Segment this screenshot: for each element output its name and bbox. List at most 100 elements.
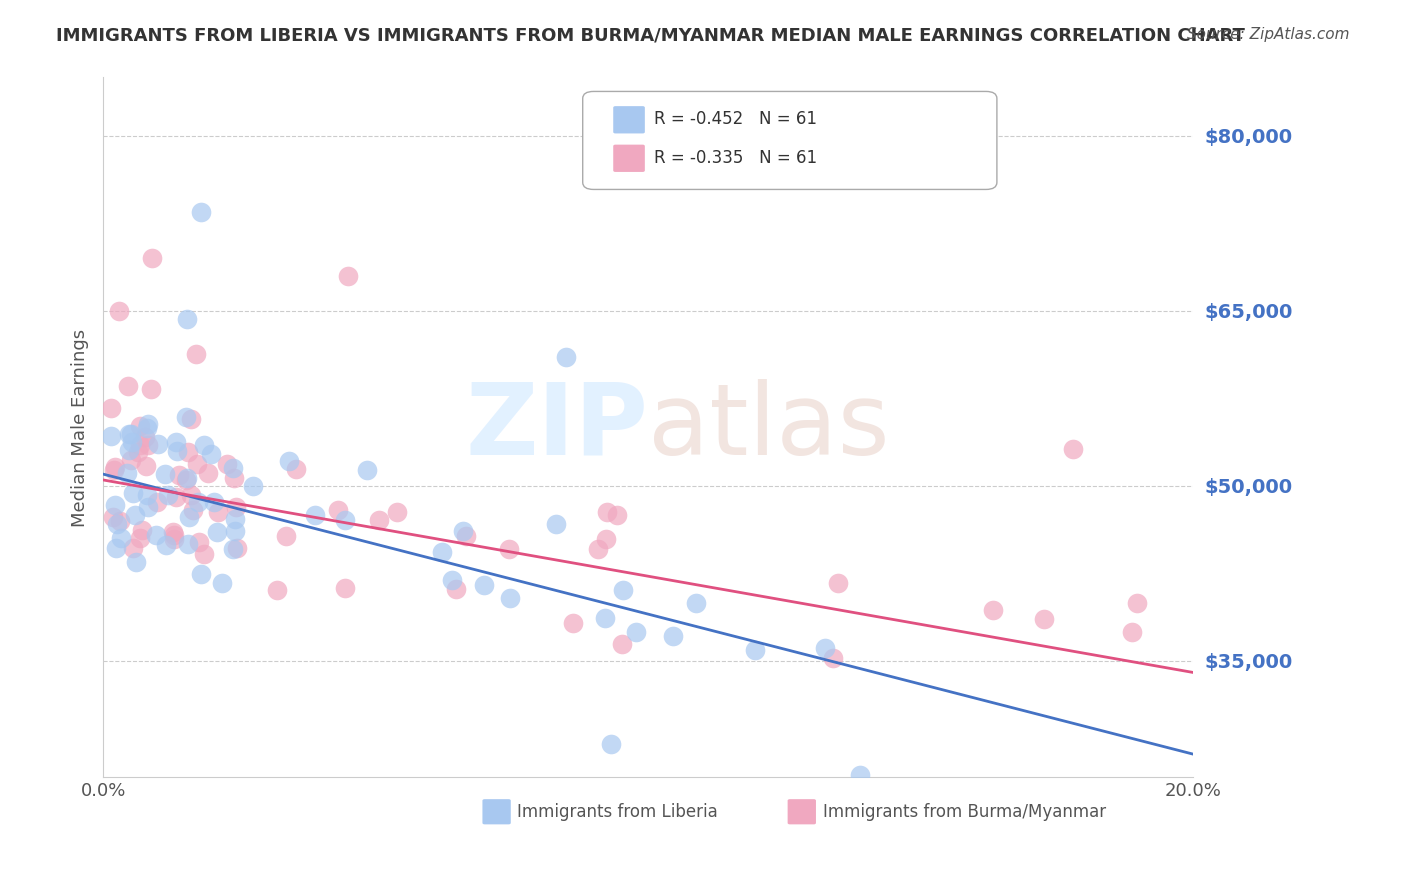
Point bbox=[177, 510, 200, 524]
Point bbox=[451, 524, 474, 539]
Point bbox=[224, 512, 246, 526]
Point bbox=[981, 603, 1004, 617]
Text: ZIP: ZIP bbox=[465, 379, 648, 476]
Point bbox=[129, 418, 152, 433]
Point bbox=[163, 528, 186, 542]
Text: IMMIGRANTS FROM LIBERIA VS IMMIGRANTS FROM BURMA/MYANMAR MEDIAN MALE EARNINGS CO: IMMIGRANTS FROM LIBERIA VS IMMIGRANTS FR… bbox=[56, 27, 1246, 45]
Point bbox=[122, 541, 145, 555]
Point bbox=[120, 427, 142, 442]
Point bbox=[167, 468, 190, 483]
Text: R = -0.335   N = 61: R = -0.335 N = 61 bbox=[654, 149, 817, 167]
Point bbox=[165, 434, 187, 449]
Point bbox=[1121, 624, 1143, 639]
Point bbox=[103, 463, 125, 477]
Point bbox=[367, 512, 389, 526]
Point bbox=[145, 495, 167, 509]
Point bbox=[120, 453, 142, 467]
Point bbox=[166, 444, 188, 458]
Text: atlas: atlas bbox=[648, 379, 890, 476]
Point bbox=[110, 531, 132, 545]
Point bbox=[110, 514, 132, 528]
Point bbox=[135, 488, 157, 502]
Point bbox=[118, 443, 141, 458]
Point bbox=[456, 529, 478, 543]
Point bbox=[165, 490, 187, 504]
Point bbox=[105, 516, 128, 531]
Point bbox=[186, 346, 208, 360]
Point bbox=[118, 427, 141, 442]
Point bbox=[124, 508, 146, 522]
Point bbox=[127, 444, 149, 458]
Point bbox=[100, 428, 122, 442]
Point bbox=[153, 467, 176, 482]
Point bbox=[117, 379, 139, 393]
Point bbox=[187, 494, 209, 508]
Point bbox=[193, 547, 215, 561]
Point bbox=[129, 438, 152, 452]
Point bbox=[1062, 442, 1084, 456]
Point bbox=[337, 268, 360, 283]
Point bbox=[174, 473, 197, 487]
Text: Source: ZipAtlas.com: Source: ZipAtlas.com bbox=[1187, 27, 1350, 42]
Point bbox=[222, 461, 245, 475]
Point bbox=[190, 566, 212, 581]
FancyBboxPatch shape bbox=[482, 799, 510, 824]
Point bbox=[181, 502, 204, 516]
Point bbox=[177, 444, 200, 458]
Point bbox=[121, 435, 143, 450]
Point bbox=[104, 499, 127, 513]
Point bbox=[1032, 612, 1054, 626]
Point bbox=[356, 463, 378, 477]
Point bbox=[105, 541, 128, 556]
Point bbox=[595, 533, 617, 547]
Point bbox=[221, 541, 243, 556]
Point bbox=[440, 573, 463, 587]
Point bbox=[162, 532, 184, 546]
Point bbox=[849, 768, 872, 782]
Point bbox=[125, 555, 148, 569]
Point bbox=[145, 528, 167, 542]
Point bbox=[207, 524, 229, 539]
Point bbox=[586, 541, 609, 556]
Point bbox=[121, 485, 143, 500]
Point bbox=[180, 412, 202, 426]
Point bbox=[606, 508, 628, 523]
Point bbox=[139, 382, 162, 396]
Point bbox=[827, 575, 849, 590]
Point bbox=[555, 351, 578, 365]
Point bbox=[176, 471, 198, 485]
Point bbox=[821, 651, 844, 665]
Point bbox=[596, 505, 619, 519]
Point bbox=[562, 615, 585, 630]
Point bbox=[146, 437, 169, 451]
Point bbox=[224, 524, 246, 538]
Point bbox=[136, 438, 159, 452]
Point bbox=[217, 458, 239, 472]
Point bbox=[284, 462, 307, 476]
Point bbox=[115, 466, 138, 480]
FancyBboxPatch shape bbox=[582, 92, 997, 189]
Point bbox=[612, 582, 634, 597]
Point bbox=[600, 737, 623, 751]
FancyBboxPatch shape bbox=[613, 106, 645, 134]
Point bbox=[211, 576, 233, 591]
Point bbox=[141, 252, 163, 266]
Point bbox=[333, 513, 356, 527]
Point bbox=[546, 516, 568, 531]
Point bbox=[131, 523, 153, 537]
Point bbox=[180, 488, 202, 502]
Point bbox=[103, 510, 125, 524]
Point bbox=[135, 420, 157, 434]
Point bbox=[472, 578, 495, 592]
Point bbox=[202, 494, 225, 508]
Point bbox=[188, 534, 211, 549]
Point bbox=[226, 541, 249, 556]
Point bbox=[157, 488, 180, 502]
Point bbox=[499, 591, 522, 605]
Point bbox=[814, 641, 837, 656]
Point bbox=[328, 503, 350, 517]
Point bbox=[138, 417, 160, 431]
Point bbox=[225, 500, 247, 515]
Point bbox=[134, 430, 156, 444]
Point bbox=[186, 457, 208, 471]
